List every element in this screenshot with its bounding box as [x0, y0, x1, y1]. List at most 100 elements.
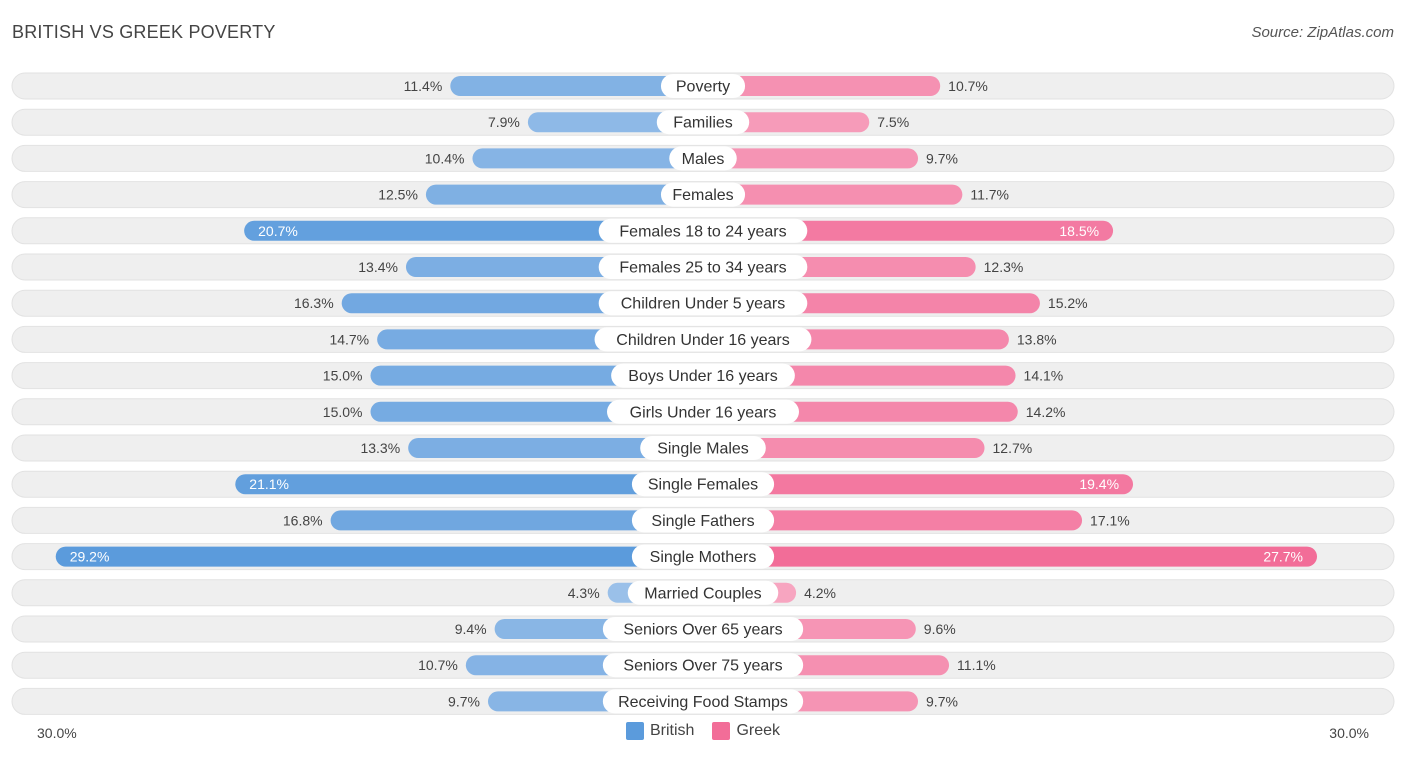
category-label: Females	[672, 187, 733, 204]
row-single-females: 21.1% 19.4% Single Females	[11, 470, 1395, 498]
british-bar	[330, 510, 713, 531]
greek-bar	[693, 184, 963, 205]
row-married-couples: 4.3% 4.2% Married Couples	[11, 579, 1395, 607]
row-seniors-over-65-years: 9.4% 9.6% Seniors Over 65 years	[11, 615, 1395, 643]
legend-item-british[interactable]: British	[625, 722, 695, 740]
legend-swatch-greek	[712, 722, 731, 740]
category-pill	[660, 182, 746, 207]
row-females-25-to-34-years: 13.4% 12.3% Females 25 to 34 years	[11, 253, 1395, 281]
category-pill	[631, 544, 775, 569]
british-value-label: 20.7%	[258, 223, 298, 239]
row-poverty: 11.4% 10.7% Poverty	[11, 72, 1395, 100]
british-value-label: 12.5%	[378, 187, 418, 203]
greek-value-label: 10.7%	[948, 78, 988, 94]
greek-value-label: 9.6%	[924, 621, 956, 637]
british-bar	[408, 438, 713, 458]
axis-right-label: 30.0%	[1329, 725, 1369, 741]
category-label: Single Fathers	[651, 513, 754, 530]
greek-value-label: 9.7%	[926, 150, 958, 166]
greek-bar	[693, 546, 1318, 567]
row-receiving-food-stamps: 9.7% 9.7% Receiving Food Stamps	[11, 687, 1395, 715]
category-pill	[611, 363, 795, 388]
category-label: Married Couples	[644, 585, 761, 602]
category-label: Seniors Over 75 years	[623, 658, 782, 675]
category-label: Families	[673, 115, 733, 132]
greek-value-label: 13.8%	[1017, 331, 1057, 347]
category-pill	[627, 580, 779, 605]
row-single-fathers: 16.8% 17.1% Single Fathers	[11, 506, 1395, 534]
greek-value-label: 14.2%	[1026, 404, 1066, 420]
british-value-label: 4.3%	[568, 585, 600, 601]
british-value-label: 16.3%	[294, 295, 334, 311]
legend-label-british: British	[649, 722, 695, 739]
legend: British Greek	[0, 722, 1406, 740]
category-label: Single Females	[648, 477, 758, 494]
row-children-under-5-years: 16.3% 15.2% Children Under 5 years	[11, 289, 1395, 317]
greek-bar	[693, 76, 941, 96]
category-label: Girls Under 16 years	[630, 404, 777, 421]
greek-value-label: 27.7%	[1263, 549, 1303, 565]
category-label: Males	[682, 151, 725, 168]
category-label: Children Under 16 years	[616, 332, 789, 349]
british-value-label: 9.7%	[448, 693, 480, 709]
greek-value-label: 17.1%	[1090, 512, 1130, 528]
british-value-label: 9.4%	[455, 621, 487, 637]
greek-bar	[693, 438, 985, 458]
category-label: Females 25 to 34 years	[619, 260, 786, 277]
british-value-label: 14.7%	[329, 331, 369, 347]
british-value-label: 21.1%	[249, 476, 289, 492]
category-pill	[598, 291, 808, 316]
category-pill	[660, 74, 746, 98]
row-boys-under-16-years: 15.0% 14.1% Boys Under 16 years	[11, 362, 1395, 390]
british-value-label: 13.3%	[360, 440, 400, 456]
british-value-label: 15.0%	[323, 404, 363, 420]
category-pill	[669, 146, 737, 171]
category-pill	[594, 327, 812, 352]
greek-value-label: 18.5%	[1059, 223, 1099, 239]
greek-value-label: 19.4%	[1079, 476, 1119, 492]
category-label: Females 18 to 24 years	[619, 223, 786, 240]
greek-bar	[693, 510, 1083, 531]
british-bar	[472, 148, 713, 169]
greek-value-label: 9.7%	[926, 693, 958, 709]
category-label: Seniors Over 65 years	[623, 622, 782, 639]
category-pill	[631, 472, 775, 497]
category-pill	[607, 399, 799, 424]
greek-value-label: 7.5%	[877, 114, 909, 130]
british-value-label: 10.7%	[418, 657, 458, 673]
row-seniors-over-75-years: 10.7% 11.1% Seniors Over 75 years	[11, 651, 1395, 679]
british-bar	[244, 220, 713, 241]
category-pill	[602, 653, 804, 678]
greek-value-label: 15.2%	[1048, 295, 1088, 311]
british-value-label: 10.4%	[425, 150, 465, 166]
category-label: Poverty	[676, 79, 730, 96]
greek-value-label: 12.3%	[984, 259, 1024, 275]
category-pill	[656, 110, 750, 135]
greek-value-label: 14.1%	[1024, 368, 1064, 384]
british-bar	[450, 76, 713, 96]
greek-value-label: 4.2%	[804, 585, 836, 601]
row-females: 12.5% 11.7% Females	[11, 181, 1395, 209]
british-value-label: 15.0%	[323, 368, 363, 384]
british-bar	[425, 184, 713, 205]
british-value-label: 29.2%	[70, 549, 110, 565]
row-children-under-16-years: 14.7% 13.8% Children Under 16 years	[11, 325, 1395, 353]
british-value-label: 11.4%	[404, 78, 443, 94]
row-males: 10.4% 9.7% Males	[11, 144, 1395, 172]
legend-label-greek: Greek	[736, 722, 781, 739]
category-pill	[640, 436, 766, 460]
axis-left-label: 30.0%	[37, 725, 77, 741]
british-value-label: 13.4%	[358, 259, 398, 275]
category-label: Single Mothers	[650, 549, 757, 566]
british-bar	[55, 546, 713, 567]
greek-bar	[693, 148, 919, 169]
row-females-18-to-24-years: 20.7% 18.5% Females 18 to 24 years	[11, 217, 1395, 245]
category-pill	[598, 255, 808, 279]
chart-title: BRITISH VS GREEK POVERTY	[12, 22, 276, 42]
british-value-label: 7.9%	[488, 114, 520, 130]
category-pill	[602, 617, 804, 641]
category-pill	[631, 508, 775, 533]
greek-value-label: 11.7%	[970, 187, 1009, 203]
legend-item-greek[interactable]: Greek	[712, 722, 780, 740]
